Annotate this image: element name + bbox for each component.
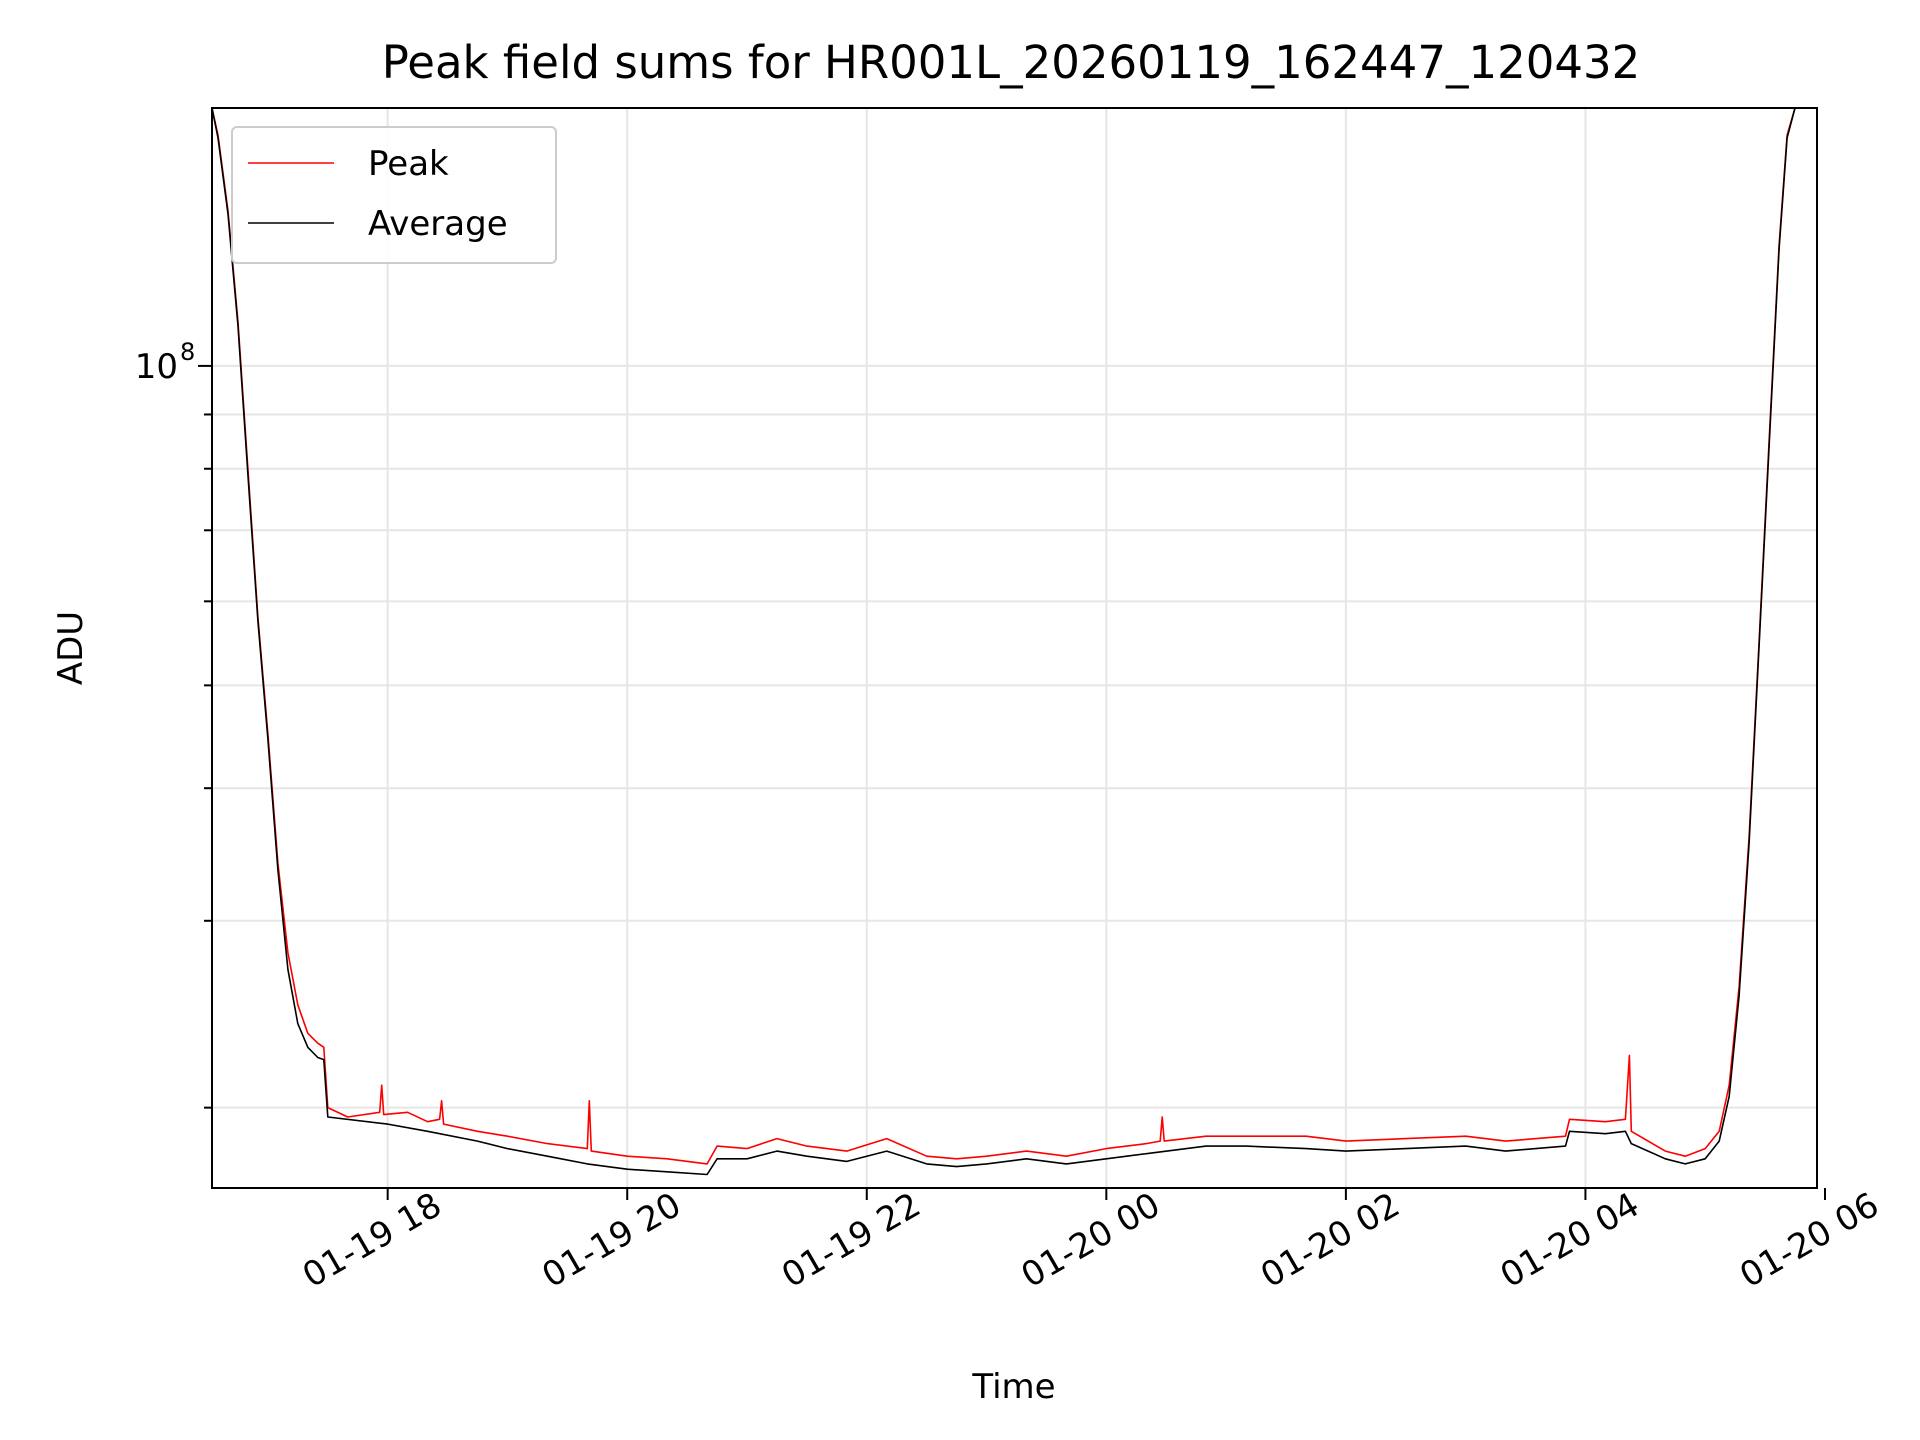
y-axis-label: ADU [51,611,91,685]
legend-label-average: Average [368,204,508,244]
legend-box [231,126,557,264]
y-tick-label-exponent: 8 [180,338,195,366]
legend: Peak Average [231,126,557,264]
plot-area [211,107,1796,1176]
grid [212,108,1817,1188]
series-line-peak [211,107,1796,1165]
axes-frame [211,107,1818,1189]
y-axis: 10 8 [135,338,212,1109]
chart-title: Peak field sums for HR001L_20260119_1624… [382,36,1640,89]
y-tick-label: 10 [135,347,178,387]
legend-label-peak: Peak [368,144,449,184]
x-axis-label: Time [971,1367,1055,1407]
series-line-average [211,107,1796,1176]
